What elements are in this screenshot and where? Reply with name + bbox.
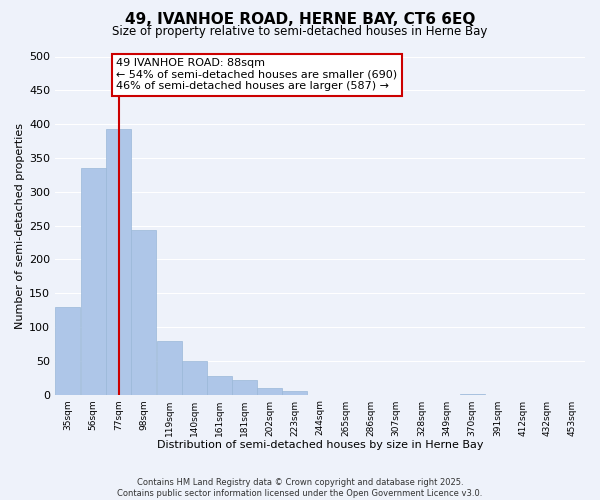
Bar xyxy=(80,168,106,394)
Bar xyxy=(208,376,232,394)
Text: Size of property relative to semi-detached houses in Herne Bay: Size of property relative to semi-detach… xyxy=(112,25,488,38)
Bar xyxy=(55,306,80,394)
Bar xyxy=(257,388,282,394)
Bar xyxy=(282,391,307,394)
Y-axis label: Number of semi-detached properties: Number of semi-detached properties xyxy=(15,122,25,328)
Bar xyxy=(131,230,157,394)
Text: 49, IVANHOE ROAD, HERNE BAY, CT6 6EQ: 49, IVANHOE ROAD, HERNE BAY, CT6 6EQ xyxy=(125,12,475,28)
Bar xyxy=(182,361,207,394)
Text: Contains HM Land Registry data © Crown copyright and database right 2025.
Contai: Contains HM Land Registry data © Crown c… xyxy=(118,478,482,498)
Bar xyxy=(232,380,257,394)
X-axis label: Distribution of semi-detached houses by size in Herne Bay: Distribution of semi-detached houses by … xyxy=(157,440,484,450)
Bar xyxy=(157,341,182,394)
Bar xyxy=(106,129,131,394)
Text: 49 IVANHOE ROAD: 88sqm
← 54% of semi-detached houses are smaller (690)
46% of se: 49 IVANHOE ROAD: 88sqm ← 54% of semi-det… xyxy=(116,58,397,92)
